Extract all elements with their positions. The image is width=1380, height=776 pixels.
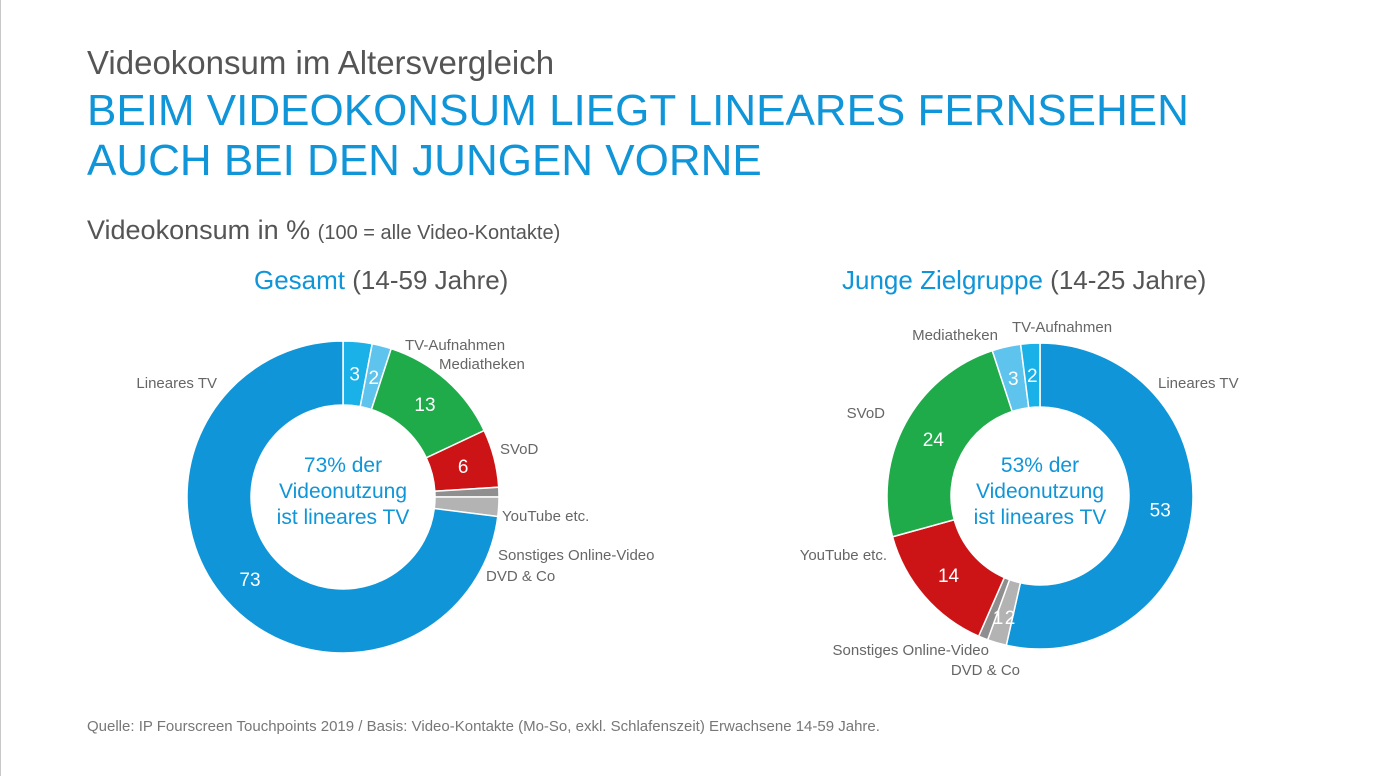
- donut-0-value-svod: 13: [414, 395, 435, 416]
- donut-1-value-lineares-tv: 53: [1150, 500, 1171, 521]
- donut-1-label-lineares-tv: Lineares TV: [1158, 375, 1239, 392]
- donut-1-value-sonstiges-online-video: 1: [993, 608, 1004, 629]
- chart-subtitle: Videokonsum in % (100 = alle Video-Konta…: [87, 215, 560, 246]
- donut-1-center-text-2: Videonutzung: [976, 480, 1104, 503]
- donut-0-center-text-3: ist lineares TV: [277, 506, 410, 529]
- donut-1-label-sonstiges-online-video: Sonstiges Online-Video: [833, 642, 990, 659]
- donut-0-center-text-1: 73% der: [304, 454, 382, 477]
- donut-1-label-dvd-co: DVD & Co: [951, 662, 1020, 679]
- donut-0-slice-lineares-tv: [186, 340, 499, 654]
- slide-border: [0, 0, 1, 776]
- donut-0-label-dvd-co: DVD & Co: [486, 568, 555, 585]
- donut-1-label-svod: SVoD: [847, 405, 886, 422]
- donut-1-center-text-3: ist lineares TV: [974, 506, 1107, 529]
- chart-title-gesamt: Gesamt (14-59 Jahre): [254, 265, 508, 296]
- donut-1-value-youtube-etc: 14: [938, 566, 960, 587]
- donut-1-slice-tv-aufnahmen: [1019, 342, 1041, 409]
- donut-1-value-svod: 24: [923, 430, 945, 451]
- chart-title-junge: Junge Zielgruppe (14-25 Jahre): [842, 265, 1206, 296]
- donut-0-label-tv-aufnahmen: TV-Aufnahmen: [405, 337, 505, 354]
- subtitle-note: (100 = alle Video-Kontakte): [317, 222, 561, 244]
- donut-0-label-sonstiges-online-video: Sonstiges Online-Video: [498, 547, 655, 564]
- donut-0-label-youtube-etc: YouTube etc.: [502, 508, 589, 525]
- donut-0-center-text-2: Videonutzung: [279, 480, 407, 503]
- chart-title-gesamt-accent: Gesamt: [254, 265, 346, 295]
- donut-1-label-tv-aufnahmen: TV-Aufnahmen: [1012, 319, 1112, 336]
- donut-1-value-tv-aufnahmen: 2: [1027, 366, 1038, 387]
- donut-1-label-mediatheken: Mediatheken: [912, 327, 998, 344]
- donut-0-label-mediatheken: Mediatheken: [439, 356, 525, 373]
- donut-0-value-lineares-tv: 73: [239, 570, 260, 591]
- donut-1-slice-lineares-tv: [1005, 342, 1194, 650]
- donut-1-slice-svod: [886, 349, 1014, 538]
- donut-1-value-mediatheken: 3: [1008, 369, 1019, 390]
- subtitle-main: Videokonsum in %: [87, 215, 311, 245]
- slide-headline: BEIM VIDEOKONSUM LIEGT LINEARES FERNSEHE…: [87, 86, 1189, 186]
- headline-line-1: BEIM VIDEOKONSUM LIEGT LINEARES FERNSEHE…: [87, 86, 1189, 135]
- source-footnote: Quelle: IP Fourscreen Touchpoints 2019 /…: [87, 718, 880, 735]
- slide-kicker: Videokonsum im Altersvergleich: [87, 44, 555, 81]
- donut-0-label-svod: SVoD: [500, 441, 539, 458]
- donut-0-value-youtube-etc: 6: [458, 457, 469, 478]
- donut-0-value-tv-aufnahmen: 3: [349, 365, 360, 386]
- chart-title-junge-range: (14-25 Jahre): [1050, 265, 1207, 295]
- donut-0-value-mediatheken: 2: [369, 368, 380, 389]
- donut-1-label-youtube-etc: YouTube etc.: [800, 547, 887, 564]
- chart-title-junge-accent: Junge Zielgruppe: [842, 265, 1043, 295]
- chart-title-gesamt-range: (14-59 Jahre): [352, 265, 509, 295]
- donut-1-value-dvd-co: 2: [1005, 608, 1016, 629]
- headline-line-2: AUCH BEI DEN JUNGEN VORNE: [87, 136, 762, 185]
- donut-1-center-text-1: 53% der: [1001, 454, 1079, 477]
- donut-0-label-lineares-tv: Lineares TV: [136, 375, 217, 392]
